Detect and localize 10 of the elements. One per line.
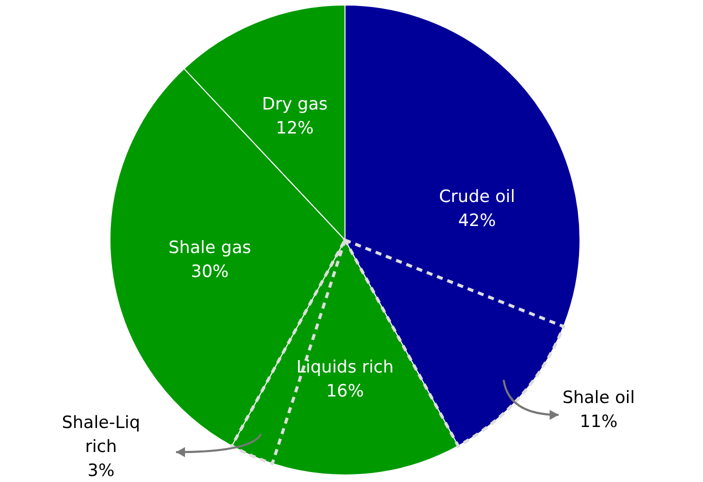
data-label: 30%	[190, 262, 229, 282]
data-label: 42%	[458, 211, 496, 232]
slice-label: Crude oil	[438, 187, 516, 208]
slice-label: Shale gas	[168, 238, 252, 258]
data-label: 16%	[326, 381, 364, 402]
data-label: 12%	[276, 118, 314, 138]
text: Shale oil 11%	[562, 388, 635, 432]
slice-label: Liquids rich	[296, 357, 394, 378]
text: Shale-Liq rich 3%	[62, 413, 140, 482]
slice-label: Dry gas	[262, 94, 328, 114]
